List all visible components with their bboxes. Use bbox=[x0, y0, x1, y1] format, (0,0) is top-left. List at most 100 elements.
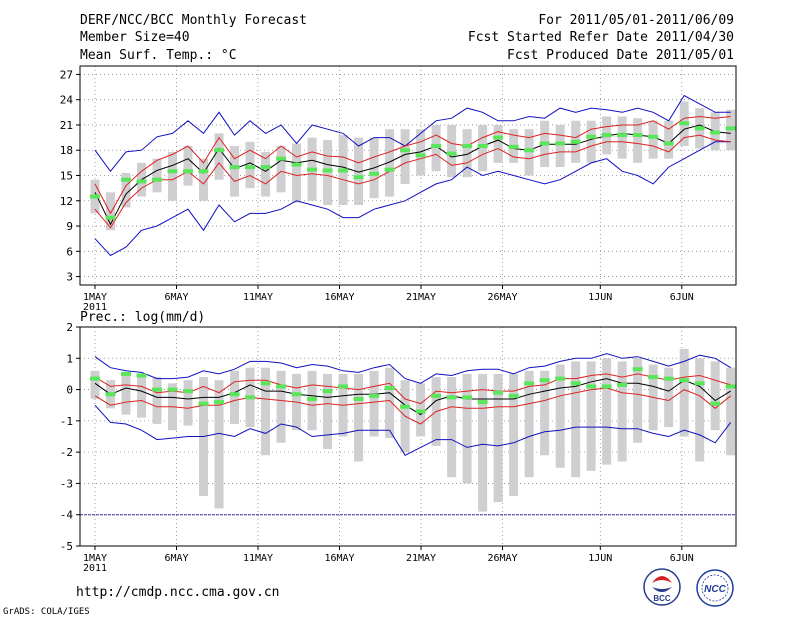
precipitation-x-tick-label: 6MAY bbox=[164, 553, 188, 564]
temperature-ensemble-mean-mark bbox=[632, 133, 643, 138]
precipitation-spread-bar bbox=[214, 380, 224, 509]
temperature-spread-bar bbox=[431, 124, 441, 172]
precipitation-y-tick-label: -2 bbox=[60, 446, 73, 459]
temperature-ensemble-mean-mark bbox=[384, 167, 395, 172]
temperature-ensemble-mean-mark bbox=[322, 168, 333, 173]
precipitation-y-axis: -5 -4 -3 -2 -1 0 1 2 bbox=[60, 321, 80, 553]
temperature-ensemble-mean-mark bbox=[183, 169, 194, 174]
temperature-spread-bar bbox=[292, 143, 302, 203]
precipitation-x-tick-label: 21MAY bbox=[406, 553, 436, 564]
precipitation-spread-bar bbox=[478, 373, 488, 512]
precipitation-ensemble-mean-mark bbox=[415, 409, 426, 414]
precipitation-ensemble-mean-mark bbox=[493, 390, 504, 395]
temperature-x-tick-label: 16MAY bbox=[324, 292, 354, 303]
temperature-ensemble-mean-mark bbox=[167, 169, 178, 174]
temperature-x-tick-label: 21MAY bbox=[406, 292, 436, 303]
ncc-logo-laurel-icon bbox=[701, 574, 729, 602]
temperature-ensemble-mean-mark bbox=[493, 135, 504, 140]
precipitation-ensemble-mean-mark bbox=[617, 382, 628, 387]
source-url: http://cmdp.ncc.cma.gov.cn bbox=[76, 585, 280, 600]
temperature-spread-bar bbox=[493, 124, 503, 163]
precipitation-spread-bar bbox=[540, 370, 550, 456]
temperature-spread-bar bbox=[524, 129, 534, 176]
precipitation-spread-bar bbox=[710, 361, 720, 431]
temperature-y-tick-label: 27 bbox=[60, 68, 73, 81]
temperature-spread-bar bbox=[168, 151, 178, 201]
precipitation-spread-bar bbox=[493, 373, 503, 503]
temperature-spread-bar bbox=[617, 116, 627, 159]
temperature-y-axis: 3 6 9 12 15 18 21 24 27 bbox=[60, 68, 80, 284]
grads-credit: GrADS: COLA/IGES bbox=[3, 607, 90, 617]
precipitation-spread-bar bbox=[555, 364, 565, 468]
precipitation-spread-bar bbox=[462, 373, 472, 484]
temperature-ensemble-mean-mark bbox=[90, 194, 100, 199]
temperature-ensemble-mean-mark bbox=[245, 165, 256, 170]
precipitation-spread-bar bbox=[726, 367, 736, 456]
temperature-ensemble-mean-mark bbox=[121, 177, 132, 182]
temperature-x-tick-label: 11MAY bbox=[243, 292, 273, 303]
precipitation-spread-bar bbox=[137, 373, 147, 418]
temperature-ensemble-mean-mark bbox=[136, 179, 147, 184]
temperature-ensemble-mean-mark bbox=[648, 134, 659, 139]
precipitation-x-tick-label: 1MAY bbox=[83, 553, 107, 564]
temperature-ensemble-mean-mark bbox=[570, 139, 581, 144]
precipitation-frame bbox=[79, 326, 737, 547]
temperature-ensemble-mean-mark bbox=[260, 165, 271, 170]
temperature-ensemble-mean-mark bbox=[539, 141, 550, 146]
temperature-ensemble-mean-mark bbox=[353, 175, 364, 180]
precipitation-ensemble-mean-mark bbox=[229, 392, 240, 397]
temperature-ensemble-mean-mark bbox=[307, 167, 318, 172]
temperature-spread-bar bbox=[121, 172, 131, 208]
precipitation-x-tick-label: 16MAY bbox=[324, 553, 354, 564]
temperature-x-tick-label: 1JUN bbox=[588, 292, 612, 303]
temperature-ensemble-mean-mark bbox=[431, 144, 442, 149]
precipitation-spread-bar bbox=[354, 373, 364, 462]
precipitation-ensemble-mean-mark bbox=[725, 384, 736, 389]
precipitation-ensemble-mean-mark bbox=[183, 389, 194, 394]
temperature-spread-bar bbox=[214, 133, 224, 180]
precipitation-spread-bar bbox=[679, 348, 689, 437]
temperature-spread-bar bbox=[323, 140, 333, 205]
precipitation-spread-bar bbox=[121, 375, 131, 415]
precipitation-ensemble-mean-mark bbox=[121, 371, 132, 376]
precipitation-spread-bar bbox=[152, 377, 162, 424]
precipitation-spread-bars bbox=[90, 348, 736, 512]
precipitation-spread-bar bbox=[369, 370, 379, 437]
precipitation-x-tick-label: 1JUN bbox=[588, 553, 612, 564]
temperature-ensemble-mean-mark bbox=[276, 156, 287, 161]
precipitation-ensemble-mean-mark bbox=[400, 404, 411, 409]
temperature-x-tick-year: 2011 bbox=[83, 302, 107, 313]
precipitation-ensemble-mean-mark bbox=[508, 393, 519, 398]
temperature-ensemble-mean-mark bbox=[725, 126, 736, 131]
precipitation-spread-bar bbox=[90, 370, 100, 399]
temperature-variable-label: Mean Surf. Temp.: °C bbox=[80, 48, 237, 63]
precipitation-y-tick-label: -1 bbox=[60, 415, 73, 428]
temperature-y-tick-label: 12 bbox=[60, 195, 73, 208]
temperature-spread-bars bbox=[90, 101, 736, 231]
temperature-ensemble-mean-mark bbox=[214, 148, 225, 153]
temperature-upper-quartile-line bbox=[94, 115, 731, 215]
precipitation-ensemble-mean-mark bbox=[555, 376, 566, 381]
temperature-max-line bbox=[94, 94, 731, 173]
temperature-ensemble-mean-mark bbox=[679, 121, 690, 126]
precipitation-ensemble-mean-mark bbox=[90, 376, 100, 381]
precipitation-ensemble-mean-mark bbox=[570, 381, 581, 386]
temperature-spread-bar bbox=[664, 120, 674, 159]
temperature-spread-bar bbox=[478, 124, 488, 172]
temperature-ensemble-mean-mark bbox=[338, 168, 349, 173]
precipitation-ensemble-mean-mark bbox=[276, 384, 287, 389]
precipitation-ensemble-mean-mark bbox=[694, 381, 705, 386]
precipitation-ensemble-mean-mark bbox=[369, 393, 380, 398]
precipitation-ensemble-mean-mark bbox=[198, 401, 209, 406]
precipitation-y-tick-label: 0 bbox=[66, 384, 73, 397]
bcc-logo-ring-icon bbox=[643, 568, 681, 606]
temperature-spread-bar bbox=[106, 192, 116, 231]
temperature-y-tick-label: 3 bbox=[66, 271, 73, 284]
bcc-logo-wave-icon bbox=[652, 587, 672, 592]
precipitation-spread-bar bbox=[276, 370, 286, 443]
temperature-ensemble-mean-mark bbox=[617, 133, 628, 138]
temperature-x-tick-label: 26MAY bbox=[487, 292, 517, 303]
forecast-started-date: Fcst Started Refer Date 2011/04/30 bbox=[468, 30, 734, 45]
